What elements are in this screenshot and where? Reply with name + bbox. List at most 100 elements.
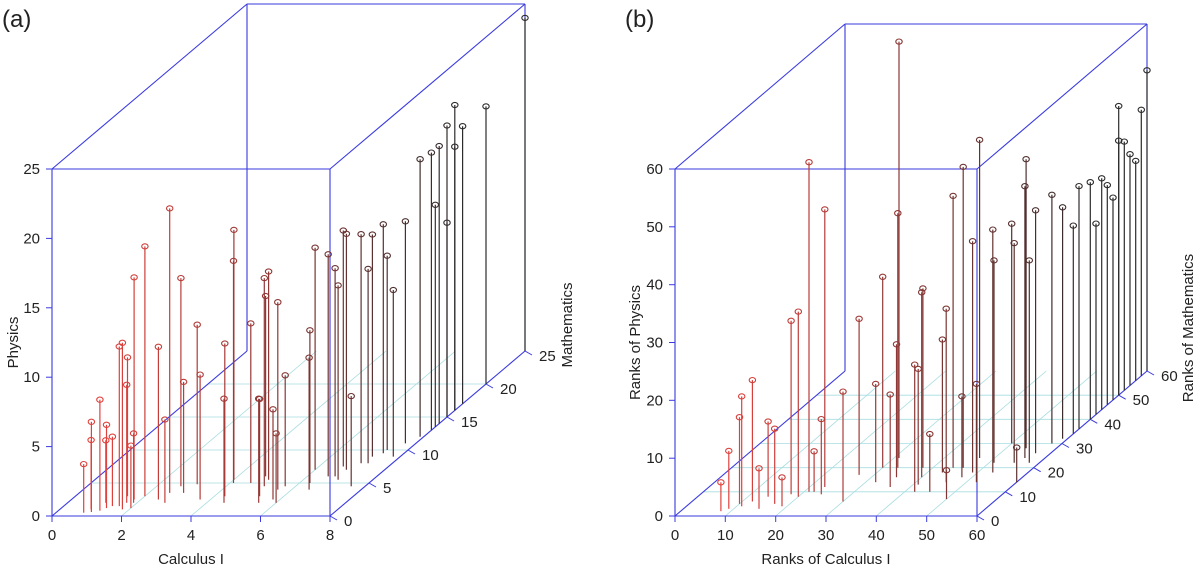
data-point: [383, 252, 391, 259]
data-point: [165, 205, 174, 212]
data-point: [1109, 194, 1117, 201]
data-point: [748, 376, 757, 384]
data-point: [269, 406, 277, 413]
z-tick-label: 15: [23, 300, 40, 317]
data-point: [892, 341, 901, 348]
data-point: [102, 421, 111, 428]
data-point: [821, 206, 829, 213]
data-point: [919, 285, 927, 292]
y-tick-mark: [368, 482, 377, 488]
x-tick-label: 8: [326, 527, 334, 544]
z-tick-label: 50: [646, 219, 663, 236]
data-point: [230, 226, 238, 234]
data-point: [431, 201, 440, 208]
y-axis-label: Mathematics: [559, 282, 576, 367]
z-tick-label: 10: [646, 450, 663, 467]
data-point: [942, 305, 950, 312]
y-tick-mark: [1061, 443, 1070, 448]
y-tick-mark: [976, 515, 985, 521]
panel-label: (a): [2, 6, 31, 33]
y-tick-label: 40: [1104, 416, 1121, 433]
data-point: [1025, 257, 1034, 264]
floor-grid-line: [121, 350, 317, 517]
z-tick-label: 20: [23, 230, 40, 247]
box-edge: [51, 3, 248, 170]
y-tick-label: 30: [1076, 441, 1093, 458]
data-point: [942, 467, 951, 474]
data-point: [154, 343, 163, 350]
data-point: [102, 437, 110, 444]
data-point: [122, 381, 131, 388]
x-tick-label: 20: [767, 527, 784, 544]
data-point: [1120, 138, 1129, 145]
data-point: [401, 218, 410, 225]
data-point: [778, 474, 786, 481]
panel-b-3d-scatter: 0 10 20 30 40 50 6001020304050600102030405060R…: [625, 6, 1197, 568]
data-point: [1075, 182, 1083, 190]
data-point: [1010, 239, 1018, 247]
data-point: [990, 257, 998, 264]
data-point: [260, 274, 269, 282]
y-tick-mark: [407, 449, 416, 455]
z-tick-label: 0: [32, 508, 40, 525]
data-point: [229, 257, 238, 265]
x-tick-label: 0: [48, 527, 56, 544]
x-tick-label: 30: [818, 527, 835, 544]
data-point: [725, 447, 733, 455]
data-point: [1143, 67, 1151, 74]
data-point: [1007, 220, 1016, 227]
data-point: [794, 308, 803, 315]
data-point: [1131, 157, 1140, 165]
data-point: [305, 354, 313, 361]
y-axis-label: Ranks of Mathematics: [1180, 254, 1197, 402]
data-point: [443, 219, 451, 226]
x-tick-label: 2: [117, 527, 125, 544]
data-point: [910, 361, 919, 368]
data-point: [1012, 444, 1021, 451]
z-tick-label: 25: [23, 161, 40, 178]
z-tick-label: 0: [655, 508, 663, 525]
data-point: [247, 320, 255, 327]
y-tick-label: 5: [383, 480, 391, 497]
box-edge: [976, 23, 1148, 170]
data-point: [1126, 151, 1134, 158]
data-point: [1103, 181, 1112, 189]
data-point: [787, 317, 795, 324]
data-point: [1058, 204, 1067, 211]
data-point: [917, 289, 926, 296]
data-point: [878, 273, 887, 280]
data-point: [306, 327, 314, 334]
data-point: [129, 430, 138, 437]
data-point: [975, 136, 984, 144]
data-point: [770, 425, 779, 432]
data-point: [364, 265, 372, 273]
y-tick-mark: [1146, 370, 1155, 376]
data-point: [451, 143, 459, 150]
data-point: [855, 315, 863, 322]
data-point: [989, 226, 997, 233]
x-tick-label: 40: [868, 527, 885, 544]
box-edge: [674, 370, 846, 517]
data-point: [435, 142, 443, 150]
data-point: [1086, 179, 1095, 186]
data-point: [272, 430, 280, 437]
x-axis-label: Calculus I: [158, 551, 224, 568]
y-tick-label: 20: [1048, 465, 1065, 482]
data-point: [482, 103, 490, 110]
data-point: [179, 378, 188, 386]
data-point: [342, 230, 351, 237]
y-tick-mark: [485, 383, 494, 389]
y-tick-label: 20: [500, 381, 517, 398]
data-point: [1021, 183, 1029, 190]
x-tick-label: 4: [187, 527, 195, 544]
box-edge: [329, 350, 526, 517]
data-point: [196, 371, 204, 378]
data-point: [357, 231, 365, 238]
data-point: [281, 372, 289, 379]
data-point: [108, 433, 117, 440]
data-point: [427, 149, 436, 156]
y-tick-mark: [1005, 491, 1013, 497]
data-point: [1114, 102, 1123, 110]
y-tick-mark: [446, 416, 455, 422]
